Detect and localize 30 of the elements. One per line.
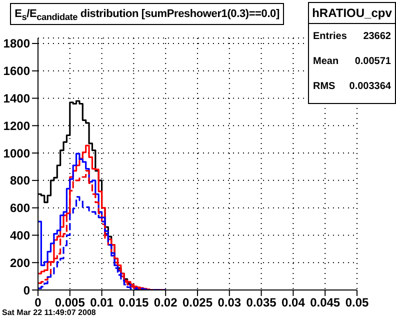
y-tick-label: 1400	[3, 92, 30, 106]
annotation: RMS	[313, 80, 336, 94]
text: Sat Mar 22 11:49:07 2008	[2, 308, 96, 317]
y-tick-label: 400	[10, 228, 30, 242]
y-tick-label: 1000	[3, 146, 30, 160]
x-tick-label: 0.035	[246, 296, 277, 310]
y-tick-label: 1600	[3, 64, 30, 78]
x-tick-label: 0.045	[310, 296, 340, 310]
text: hRATIOU_cpv	[309, 3, 395, 24]
y-tick-label: 600	[10, 201, 30, 216]
x-tick-label: 0.05	[345, 296, 369, 310]
annotation: 0.00571	[354, 55, 391, 69]
x-tick-label: 0.01	[90, 296, 114, 310]
chart-title: E$_{s}$/E$_{candidate}$ distribution [sumPreshower1(0.3)==0.0]	[10, 3, 284, 25]
y-tick-label: 1200	[3, 118, 30, 133]
text: 23662	[363, 30, 391, 44]
x-tick-label: 0.03	[218, 296, 242, 310]
y-tick-label: 200	[10, 256, 30, 270]
x-tick-label: 0.005	[54, 296, 86, 310]
annotation: Entries	[313, 30, 347, 44]
x-tick-label: 0.025	[182, 296, 213, 310]
x-tick-label: 0.015	[118, 296, 150, 310]
y-tick-label: 1800	[3, 36, 30, 51]
y-tick-label: 0	[23, 283, 30, 298]
annotation: Mean	[313, 55, 339, 69]
x-tick-label: 0.04	[282, 296, 306, 310]
x-tick-label: 0	[34, 296, 42, 310]
annotation: 0.003364	[349, 80, 391, 94]
x-tick-label: 0.02	[154, 296, 178, 310]
y-tick-label: 800	[10, 174, 30, 188]
